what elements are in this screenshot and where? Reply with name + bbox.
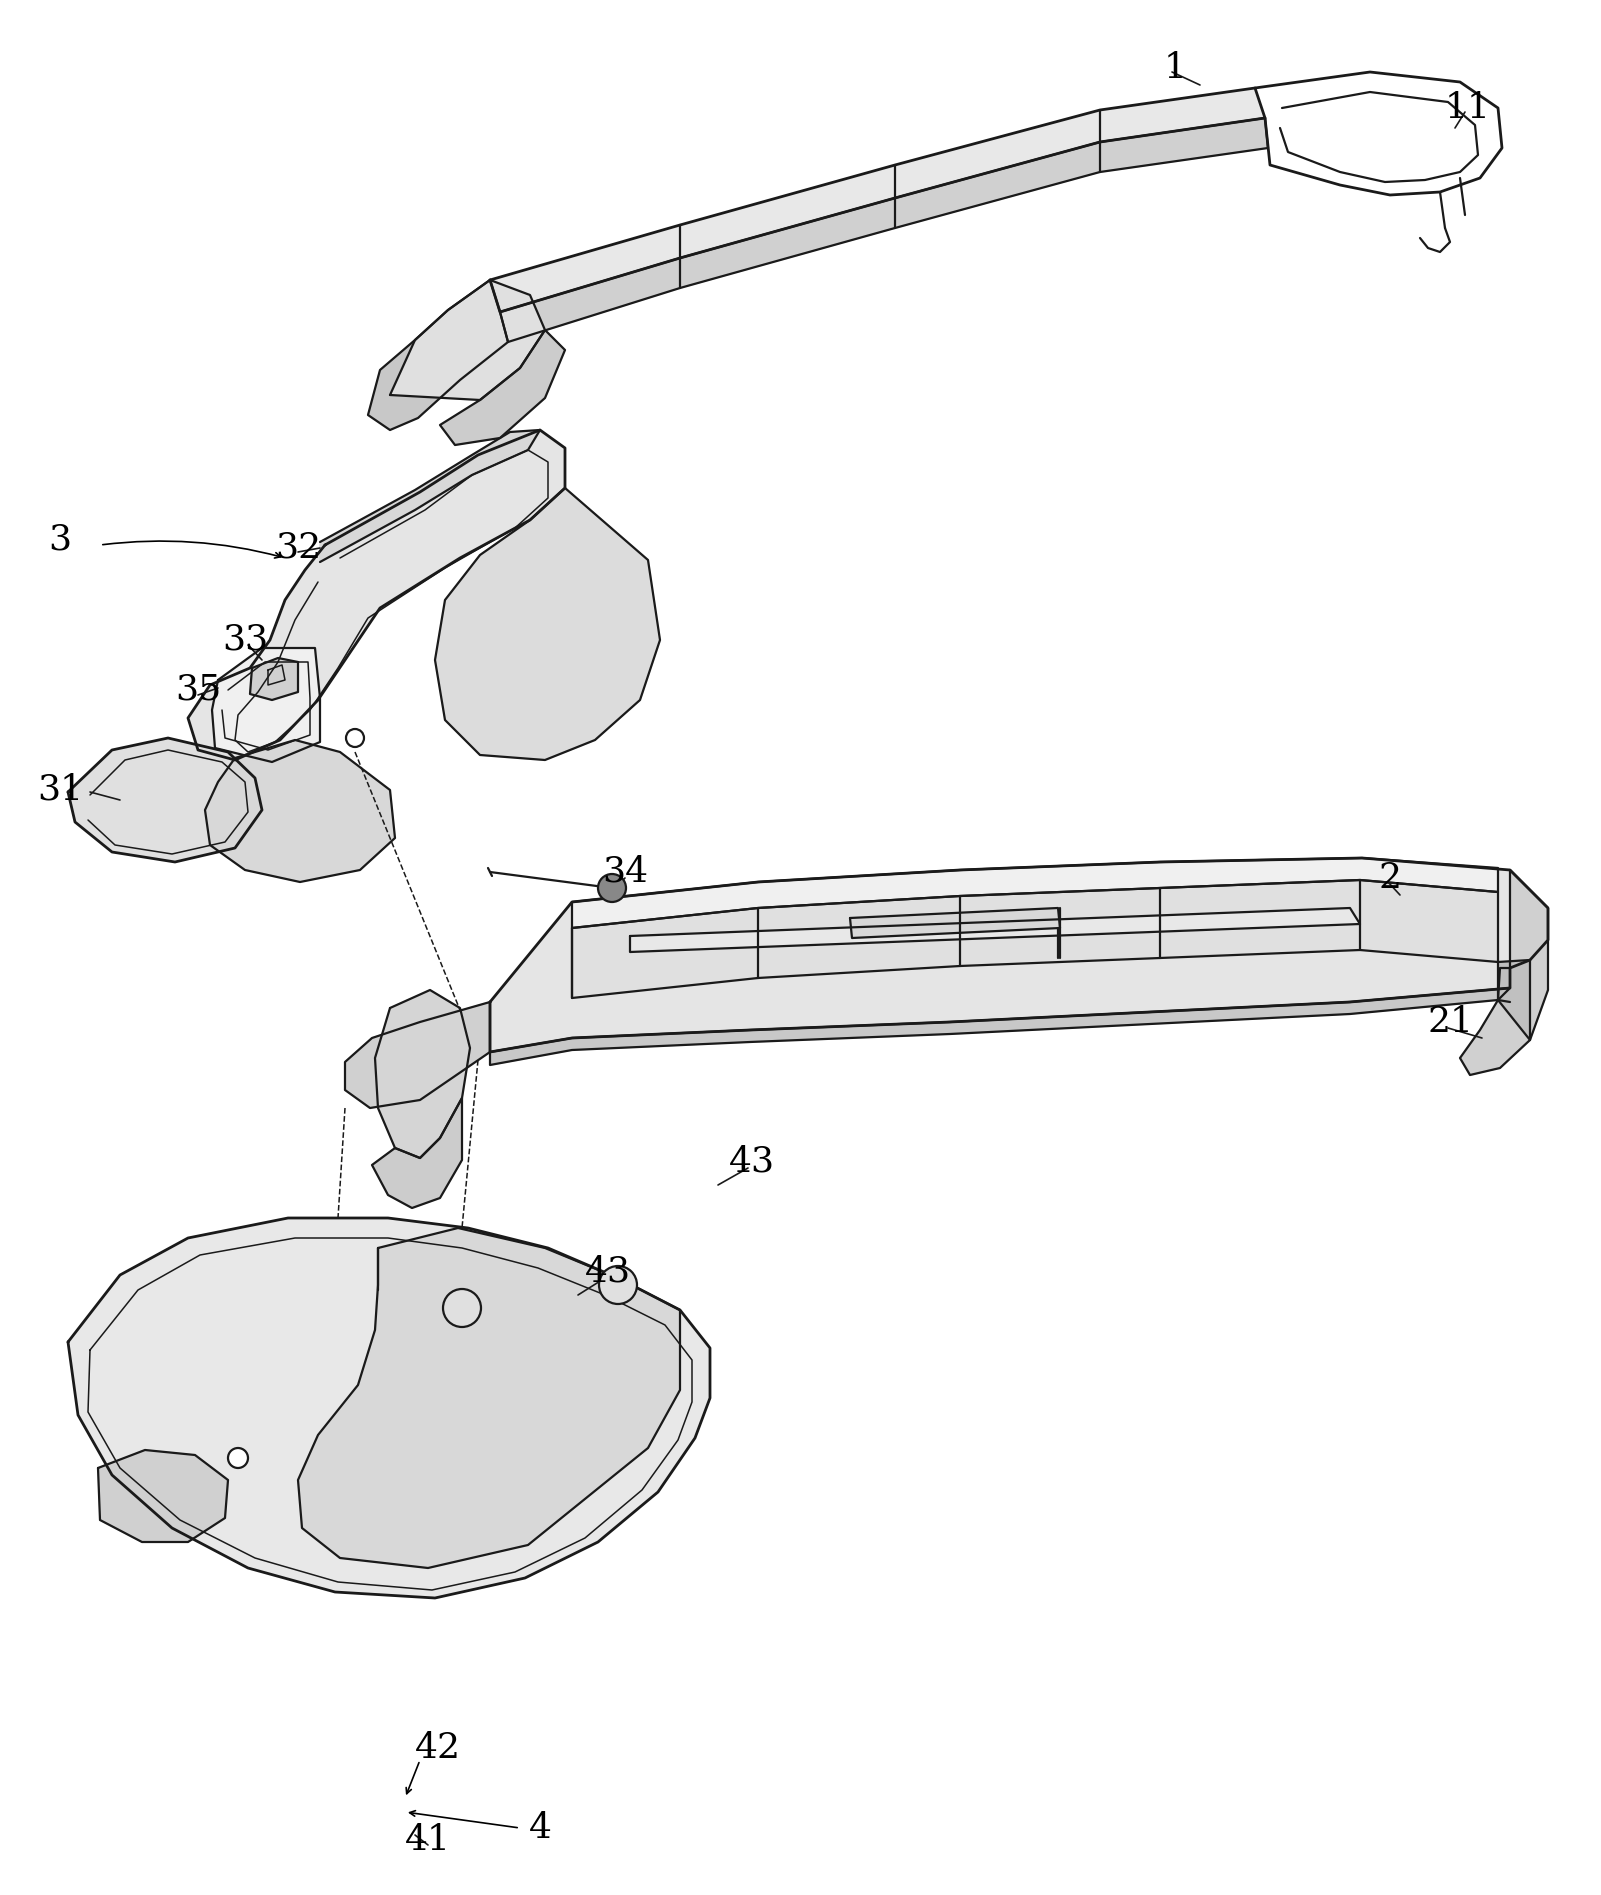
Polygon shape (490, 987, 1510, 1065)
Polygon shape (572, 858, 1499, 929)
Circle shape (346, 730, 363, 747)
Polygon shape (368, 280, 508, 430)
Polygon shape (490, 858, 1548, 1052)
Polygon shape (98, 1450, 227, 1543)
Polygon shape (1499, 961, 1531, 1040)
Text: 3: 3 (48, 523, 72, 557)
Text: 2: 2 (1378, 860, 1401, 894)
Text: 34: 34 (602, 855, 648, 889)
Polygon shape (391, 280, 544, 400)
Polygon shape (440, 330, 565, 445)
Polygon shape (1460, 870, 1548, 1074)
Text: 11: 11 (1446, 91, 1491, 125)
Text: 33: 33 (223, 623, 267, 658)
Text: 31: 31 (37, 773, 83, 807)
Text: 4: 4 (528, 1812, 551, 1846)
Text: 42: 42 (415, 1730, 461, 1764)
Polygon shape (490, 87, 1265, 313)
Polygon shape (572, 879, 1499, 999)
Polygon shape (631, 908, 1359, 951)
Polygon shape (344, 1002, 490, 1109)
Polygon shape (187, 430, 565, 760)
Text: 41: 41 (405, 1823, 451, 1857)
Polygon shape (371, 1097, 463, 1207)
Polygon shape (500, 117, 1268, 341)
Text: 35: 35 (175, 673, 221, 707)
Text: 21: 21 (1426, 1004, 1473, 1038)
Polygon shape (67, 1218, 709, 1597)
Polygon shape (205, 741, 395, 881)
Polygon shape (375, 989, 471, 1158)
Text: 32: 32 (275, 531, 322, 565)
Text: 43: 43 (728, 1145, 775, 1179)
Polygon shape (320, 430, 540, 563)
Circle shape (227, 1448, 248, 1469)
Polygon shape (435, 489, 660, 760)
Polygon shape (250, 658, 298, 699)
Circle shape (443, 1289, 480, 1326)
Circle shape (599, 1266, 637, 1304)
Polygon shape (850, 908, 1060, 938)
Text: 43: 43 (584, 1254, 631, 1289)
Polygon shape (298, 1228, 680, 1567)
Polygon shape (211, 648, 320, 762)
Circle shape (599, 874, 626, 902)
Polygon shape (67, 737, 263, 862)
Text: 1: 1 (1164, 51, 1186, 85)
